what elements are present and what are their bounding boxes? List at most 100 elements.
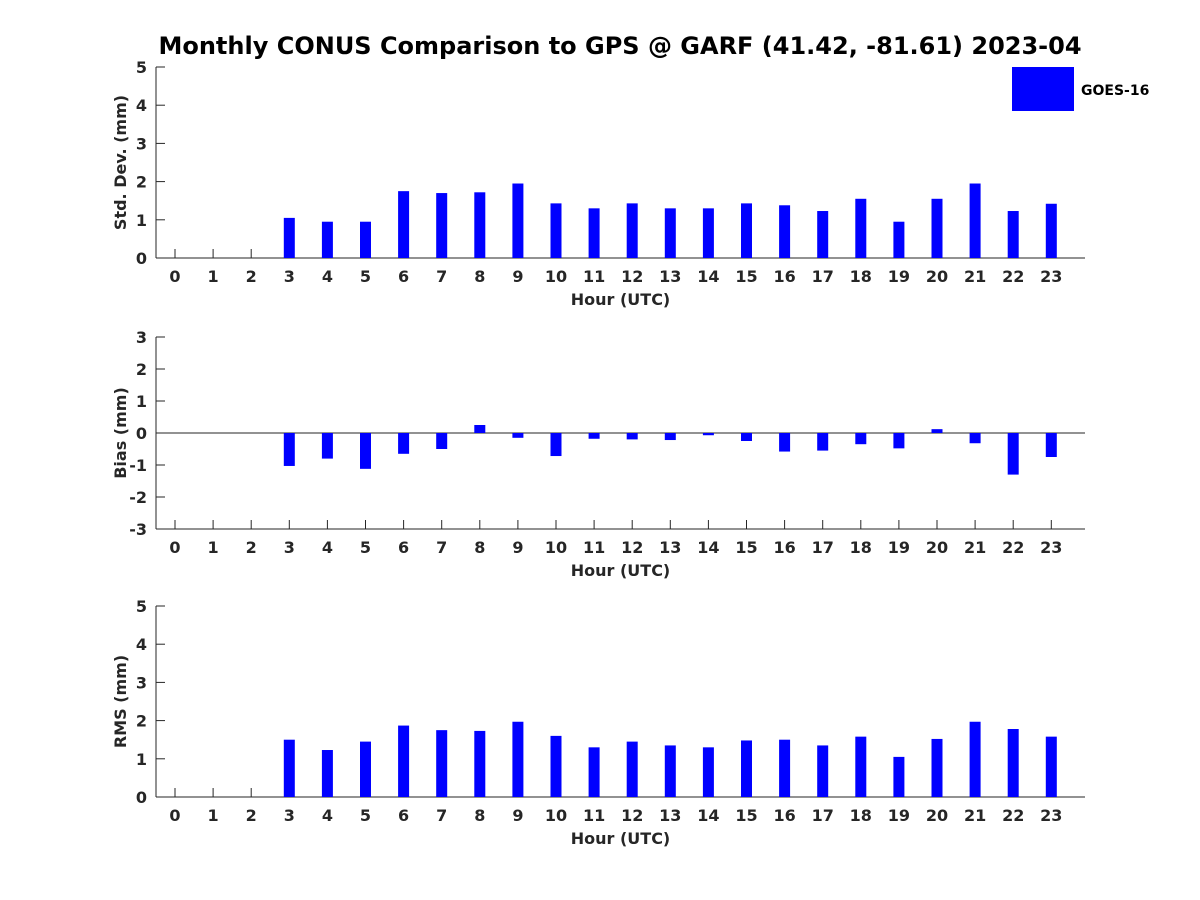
bar-hour-16 bbox=[779, 205, 791, 258]
x-tick-label: 16 bbox=[773, 267, 795, 286]
y-axis-label: Std. Dev. (mm) bbox=[111, 95, 130, 230]
x-tick-label: 22 bbox=[1002, 267, 1024, 286]
bar-hour-19 bbox=[893, 221, 905, 258]
y-tick-label: 3 bbox=[136, 328, 147, 347]
x-axis-label: Hour (UTC) bbox=[571, 290, 671, 309]
x-tick-label: 3 bbox=[284, 806, 295, 825]
x-tick-label: 2 bbox=[246, 806, 257, 825]
x-tick-label: 20 bbox=[926, 806, 948, 825]
bar-hour-23 bbox=[1045, 736, 1057, 797]
x-tick-label: 0 bbox=[169, 806, 180, 825]
x-tick-label: 10 bbox=[545, 806, 567, 825]
bar-hour-10 bbox=[550, 433, 562, 457]
bar-hour-18 bbox=[855, 198, 867, 258]
y-tick-label: 0 bbox=[136, 788, 147, 807]
bar-hour-7 bbox=[436, 433, 448, 449]
x-tick-label: 8 bbox=[474, 538, 485, 557]
bar-hour-5 bbox=[360, 221, 371, 258]
bar-hour-6 bbox=[398, 191, 410, 258]
y-tick-label: 3 bbox=[136, 673, 147, 692]
x-tick-label: 19 bbox=[888, 267, 910, 286]
x-tick-label: 18 bbox=[850, 267, 872, 286]
x-tick-label: 0 bbox=[169, 538, 180, 557]
bar-hour-7 bbox=[436, 193, 448, 258]
x-tick-label: 1 bbox=[208, 267, 219, 286]
bar-hour-19 bbox=[893, 433, 905, 449]
x-tick-label: 7 bbox=[436, 267, 447, 286]
bar-hour-9 bbox=[512, 433, 524, 438]
bar-hour-22 bbox=[1007, 729, 1019, 797]
bar-hour-18 bbox=[855, 433, 867, 445]
legend-swatch bbox=[1012, 67, 1074, 111]
bar-hour-8 bbox=[474, 730, 486, 797]
bar-hour-6 bbox=[398, 433, 410, 454]
bar-hour-16 bbox=[779, 739, 791, 797]
bar-hour-20 bbox=[931, 429, 943, 433]
bar-hour-16 bbox=[779, 433, 791, 452]
bar-hour-15 bbox=[741, 433, 752, 441]
bar-hour-14 bbox=[702, 208, 714, 258]
x-tick-label: 17 bbox=[812, 267, 834, 286]
x-tick-label: 12 bbox=[621, 806, 643, 825]
bar-hour-23 bbox=[1045, 203, 1057, 258]
x-tick-label: 11 bbox=[583, 806, 605, 825]
y-tick-label: 2 bbox=[136, 360, 147, 379]
bar-hour-8 bbox=[474, 425, 486, 433]
bar-hour-18 bbox=[855, 736, 867, 797]
x-tick-label: 5 bbox=[360, 806, 371, 825]
x-tick-label: 15 bbox=[735, 806, 757, 825]
bar-hour-12 bbox=[626, 203, 638, 258]
x-tick-label: 12 bbox=[621, 538, 643, 557]
y-tick-label: -2 bbox=[129, 488, 147, 507]
x-tick-label: 21 bbox=[964, 806, 986, 825]
x-tick-label: 9 bbox=[512, 806, 523, 825]
x-tick-label: 3 bbox=[284, 538, 295, 557]
chart-title: Monthly CONUS Comparison to GPS @ GARF (… bbox=[158, 32, 1081, 60]
bar-hour-10 bbox=[550, 735, 562, 797]
x-tick-label: 11 bbox=[583, 267, 605, 286]
x-tick-label: 4 bbox=[322, 267, 333, 286]
x-tick-label: 23 bbox=[1040, 267, 1062, 286]
x-tick-label: 2 bbox=[246, 267, 257, 286]
y-tick-label: 1 bbox=[136, 211, 147, 230]
bar-hour-8 bbox=[474, 192, 486, 258]
x-tick-label: 8 bbox=[474, 806, 485, 825]
bar-hour-21 bbox=[969, 433, 981, 444]
x-tick-label: 7 bbox=[436, 806, 447, 825]
bar-hour-14 bbox=[702, 747, 714, 797]
x-tick-label: 5 bbox=[360, 538, 371, 557]
bar-hour-22 bbox=[1007, 433, 1019, 475]
x-tick-label: 23 bbox=[1040, 806, 1062, 825]
x-tick-label: 6 bbox=[398, 806, 409, 825]
x-tick-label: 21 bbox=[964, 538, 986, 557]
bar-hour-9 bbox=[512, 721, 524, 797]
x-tick-label: 1 bbox=[208, 806, 219, 825]
bar-hour-23 bbox=[1045, 433, 1057, 457]
bar-hour-20 bbox=[931, 738, 943, 797]
x-tick-label: 17 bbox=[812, 538, 834, 557]
y-axis-label: RMS (mm) bbox=[111, 655, 130, 748]
x-tick-label: 3 bbox=[284, 267, 295, 286]
bar-hour-5 bbox=[360, 741, 371, 797]
bar-hour-6 bbox=[398, 725, 410, 797]
x-tick-label: 10 bbox=[545, 538, 567, 557]
y-tick-label: 4 bbox=[136, 96, 147, 115]
bar-hour-20 bbox=[931, 198, 943, 258]
x-tick-label: 9 bbox=[512, 538, 523, 557]
y-tick-label: 2 bbox=[136, 173, 147, 192]
bar-hour-4 bbox=[321, 750, 333, 797]
x-tick-label: 13 bbox=[659, 267, 681, 286]
bar-hour-11 bbox=[588, 747, 600, 797]
x-axis-label: Hour (UTC) bbox=[571, 829, 671, 848]
bar-hour-14 bbox=[702, 433, 714, 436]
x-tick-label: 8 bbox=[474, 267, 485, 286]
x-tick-label: 14 bbox=[697, 538, 719, 557]
bar-hour-5 bbox=[360, 433, 371, 469]
y-tick-label: 3 bbox=[136, 134, 147, 153]
x-tick-label: 0 bbox=[169, 267, 180, 286]
x-tick-label: 19 bbox=[888, 538, 910, 557]
x-tick-label: 5 bbox=[360, 267, 371, 286]
bar-hour-15 bbox=[741, 203, 752, 258]
